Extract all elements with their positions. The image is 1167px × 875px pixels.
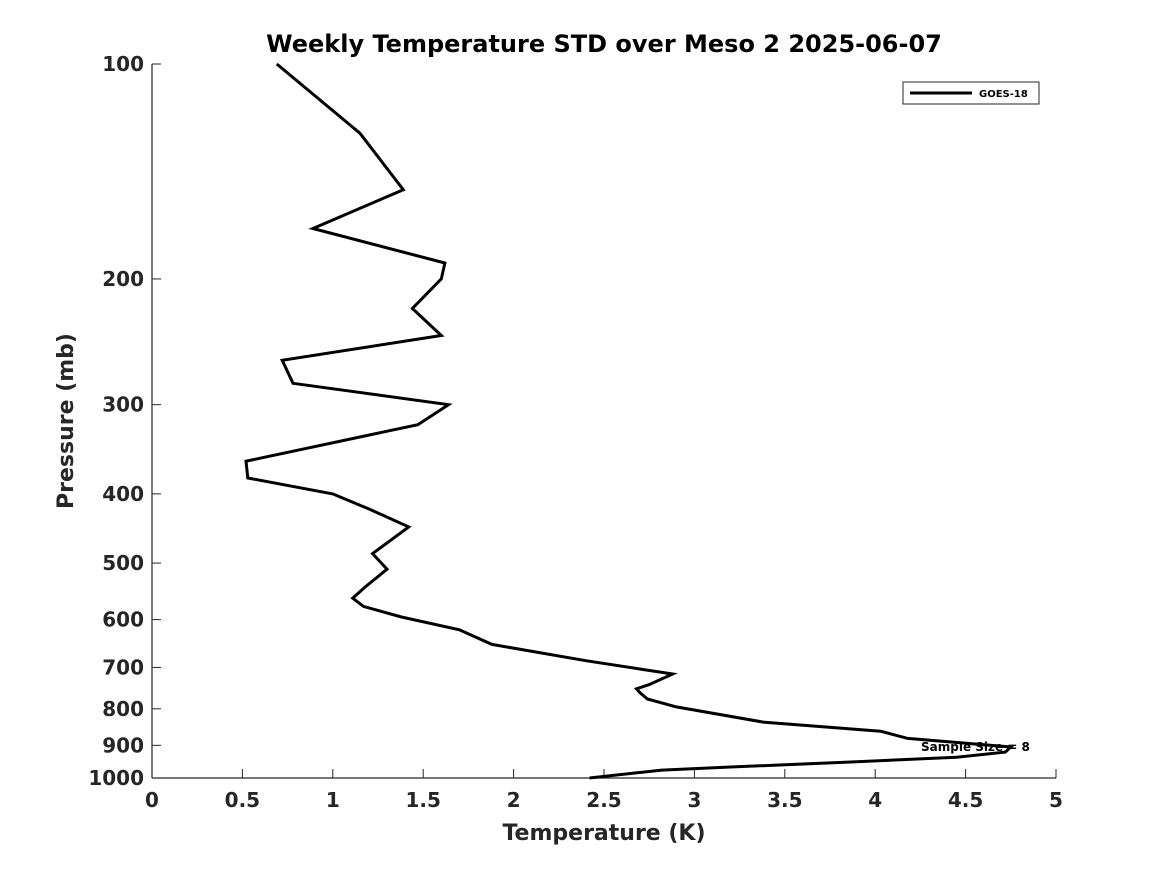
x-tick-label: 2 <box>507 788 521 812</box>
legend: GOES-18 <box>902 81 1040 105</box>
x-tick-label: 3.5 <box>767 788 802 812</box>
chart-title: Weekly Temperature STD over Meso 2 2025-… <box>266 30 942 58</box>
y-tick-label: 900 <box>102 733 144 757</box>
series-line-goes-18 <box>244 62 1015 780</box>
y-tick-label: 100 <box>102 52 144 76</box>
x-ticks: 0 0.5 1 1.5 2 2.5 3 3.5 4 4.5 5 <box>145 769 1063 812</box>
x-tick-label: 0 <box>145 788 159 812</box>
y-axis-label: Pressure (mb) <box>54 333 79 509</box>
y-tick-label: 800 <box>102 697 144 721</box>
sample-size-annotation: Sample Size = 8 <box>921 740 1030 754</box>
x-tick-label: 4.5 <box>948 788 983 812</box>
legend-label-goes-18: GOES-18 <box>979 89 1028 100</box>
y-tick-label: 1000 <box>88 766 144 790</box>
x-tick-label: 1 <box>326 788 340 812</box>
y-tick-label: 700 <box>102 655 144 679</box>
y-tick-label: 500 <box>102 551 144 575</box>
x-tick-label: 2.5 <box>586 788 621 812</box>
plot-area <box>244 62 1015 780</box>
y-tick-label: 300 <box>102 393 144 417</box>
x-tick-label: 4 <box>868 788 882 812</box>
y-tick-label: 200 <box>102 267 144 291</box>
y-tick-label: 600 <box>102 608 144 632</box>
axes <box>151 64 1056 779</box>
x-tick-label: 5 <box>1049 788 1063 812</box>
x-tick-label: 3 <box>687 788 701 812</box>
x-tick-label: 1.5 <box>405 788 440 812</box>
y-tick-label: 400 <box>102 482 144 506</box>
x-tick-label: 0.5 <box>225 788 260 812</box>
y-ticks: 100 200 300 400 500 600 700 800 900 1000 <box>88 52 161 790</box>
x-axis-label: Temperature (K) <box>502 821 705 846</box>
